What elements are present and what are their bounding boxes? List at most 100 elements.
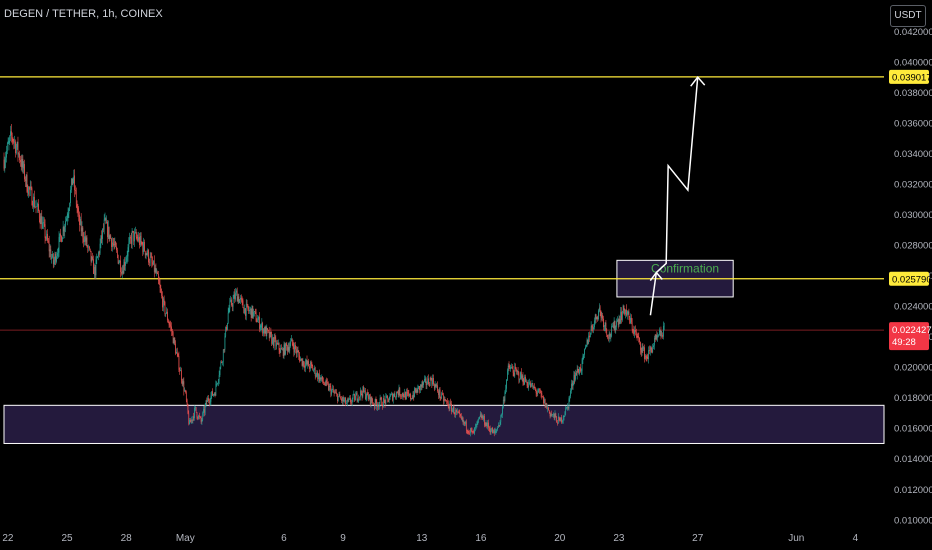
candle-body (339, 394, 341, 398)
candle-body (513, 372, 515, 376)
candle-body (357, 400, 359, 401)
candle-body (261, 323, 263, 326)
candle-body (338, 394, 340, 397)
candle-body (135, 232, 136, 233)
candle-body (447, 402, 449, 408)
candle-body (348, 398, 350, 401)
time-tick-label: 16 (475, 533, 487, 544)
time-tick-label: 28 (121, 533, 133, 544)
candle-body (406, 391, 408, 393)
candle-body (594, 320, 595, 328)
candle-body (125, 261, 126, 266)
candle-body (104, 218, 106, 220)
candle-body (403, 396, 405, 398)
candle-body (295, 345, 296, 350)
candle-body (372, 401, 374, 404)
currency-selector-button[interactable]: USDT (890, 5, 926, 27)
candle-body (130, 238, 132, 244)
candle-body (602, 315, 603, 319)
candle-body (317, 372, 319, 380)
time-tick-label: 23 (613, 533, 625, 544)
candle-body (510, 367, 512, 369)
candle-body (80, 219, 82, 232)
candle-body (29, 186, 31, 190)
candle-body (450, 402, 452, 404)
candle-body (503, 399, 505, 401)
candle-body (219, 367, 221, 376)
candle-body (456, 411, 458, 413)
candle-body (294, 345, 296, 353)
candle-body (185, 390, 186, 393)
candle-body (255, 312, 257, 322)
candle-body (366, 392, 368, 398)
candle-body (622, 305, 624, 313)
candle-body (420, 384, 422, 387)
candle-body (530, 382, 531, 388)
candle-body (497, 425, 499, 428)
candle-body (151, 256, 153, 263)
candle-body (571, 383, 572, 391)
candle-body (214, 393, 216, 396)
candle-body (621, 312, 623, 320)
candle-body (355, 395, 356, 401)
candle-body (167, 320, 169, 323)
candle-body (59, 233, 61, 238)
candle-body (369, 394, 371, 404)
candle-body (24, 164, 25, 180)
candle-body (595, 314, 597, 320)
candle-body (319, 377, 321, 382)
candle-body (364, 390, 366, 399)
candle-body (9, 136, 11, 141)
candle-body (41, 216, 43, 229)
candle-body (52, 253, 54, 265)
candle-body (625, 309, 626, 315)
candle-body (545, 403, 547, 408)
candle-body (423, 381, 424, 385)
candle-body (467, 430, 469, 433)
candle-body (379, 398, 381, 404)
candle-body (656, 334, 658, 338)
candle-body (443, 399, 445, 402)
candle-body (328, 386, 330, 391)
candle-body (162, 298, 164, 308)
candle-body (591, 326, 593, 328)
candle-body (453, 406, 455, 414)
projection-arrow (649, 77, 699, 316)
candle-body (175, 343, 176, 354)
candle-body (100, 235, 102, 244)
candle-body (124, 261, 126, 266)
candle-body (292, 343, 294, 347)
candle-body (581, 359, 583, 371)
time-axis: 22 25 28 May 6 9 13 16 20 23 27 Jun 4 (2, 533, 858, 544)
candle-body (85, 237, 87, 242)
candle-body (315, 375, 317, 377)
candle-body (126, 256, 128, 259)
candle-body (207, 398, 208, 402)
candle-body (495, 430, 497, 432)
candle-body (286, 345, 288, 351)
candle-body (473, 431, 475, 434)
candle-body (97, 256, 98, 258)
candle-body (327, 382, 328, 384)
candle-body (345, 397, 346, 404)
candle-body (272, 337, 273, 344)
candle-body (130, 237, 131, 239)
candle-body (182, 381, 184, 385)
candle-body (586, 339, 588, 346)
candle-body (309, 362, 311, 369)
level-badge-text: 0.025790 (892, 274, 932, 285)
candle-body (584, 349, 585, 355)
candle-body (190, 420, 191, 423)
candle-body (57, 252, 58, 257)
candle-body (197, 417, 199, 419)
candle-body (123, 261, 125, 274)
candle-body (657, 335, 658, 338)
candle-body (447, 401, 448, 403)
candle-body (140, 235, 142, 243)
candle-body (133, 231, 135, 242)
candle-body (139, 236, 140, 245)
candle-body (412, 394, 414, 399)
candle-body (347, 399, 349, 401)
candle-body (337, 396, 339, 402)
